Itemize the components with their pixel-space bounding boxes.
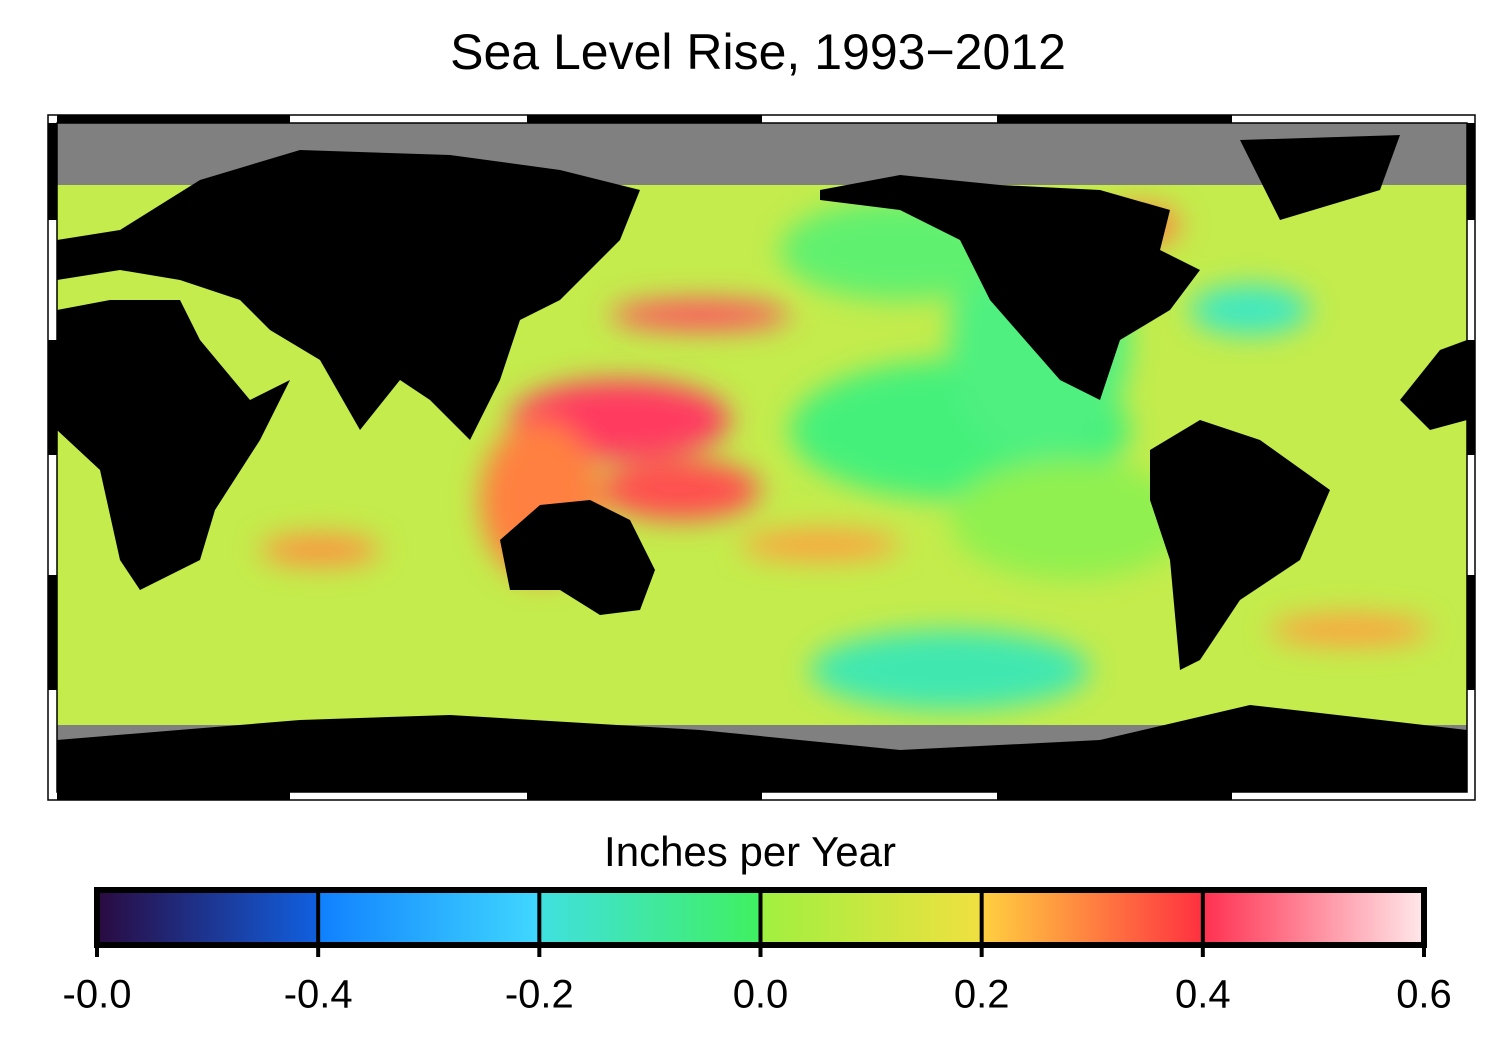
colorbar-segment xyxy=(97,890,319,945)
colorbar-tick-label: 0.0 xyxy=(733,973,789,1017)
colorbar-tick-label: 0.4 xyxy=(1175,973,1231,1017)
colorbar: -0.0 -0.4 -0.2 0.0 0.2 0.4 0.6 xyxy=(63,887,1452,1017)
colorbar-segment xyxy=(1202,890,1424,945)
land xyxy=(57,135,1467,792)
colorbar-tick-label: -0.4 xyxy=(284,973,353,1017)
colorbar-segment xyxy=(318,890,540,945)
colorbar-segment xyxy=(760,890,982,945)
colorbar-segment xyxy=(539,890,761,945)
colorbar-tick-label: 0.6 xyxy=(1396,973,1452,1017)
colorbar-segment xyxy=(981,890,1203,945)
map-frame xyxy=(47,114,1476,801)
colorbar-tick-label: -0.2 xyxy=(505,973,574,1017)
colorbar-tick-label: -0.0 xyxy=(63,973,132,1017)
colorbar-label: Inches per Year xyxy=(604,828,896,875)
colorbar-tick-label: 0.2 xyxy=(954,973,1010,1017)
map xyxy=(57,123,1467,792)
title: Sea Level Rise, 1993−2012 xyxy=(450,24,1066,80)
